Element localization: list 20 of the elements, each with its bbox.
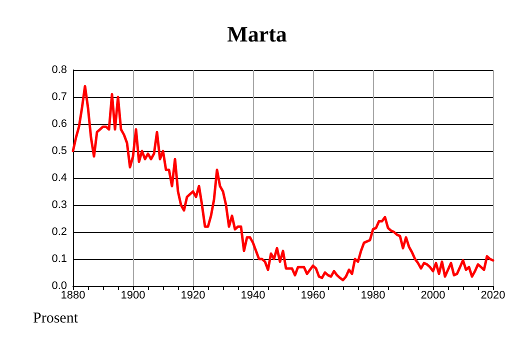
x-tick-label: 1920: [180, 290, 206, 302]
y-tick-label: 0.6: [52, 118, 67, 130]
y-tick-label: 0.7: [52, 91, 67, 103]
y-tick-label: 0.2: [52, 226, 67, 238]
x-tick-label: 2000: [420, 290, 446, 302]
x-tick-label: 1900: [120, 290, 146, 302]
y-tick-label: 0.3: [52, 199, 67, 211]
chart-title: Marta: [227, 22, 287, 46]
y-tick-label: 0.5: [52, 145, 67, 157]
y-tick-label: 0.4: [52, 172, 67, 184]
y-tick-label: 0.0: [52, 280, 67, 292]
y-axis-title: Prosent: [33, 310, 79, 326]
x-tick-label: 2020: [480, 290, 506, 302]
y-tick-label: 0.1: [52, 253, 67, 265]
y-tick-label: 0.8: [52, 64, 67, 76]
x-tick-label: 1940: [240, 290, 266, 302]
x-tick-label: 1880: [60, 290, 86, 302]
x-tick-label: 1960: [300, 290, 326, 302]
x-tick-label: 1980: [360, 290, 386, 302]
line-series: [72, 84, 494, 282]
